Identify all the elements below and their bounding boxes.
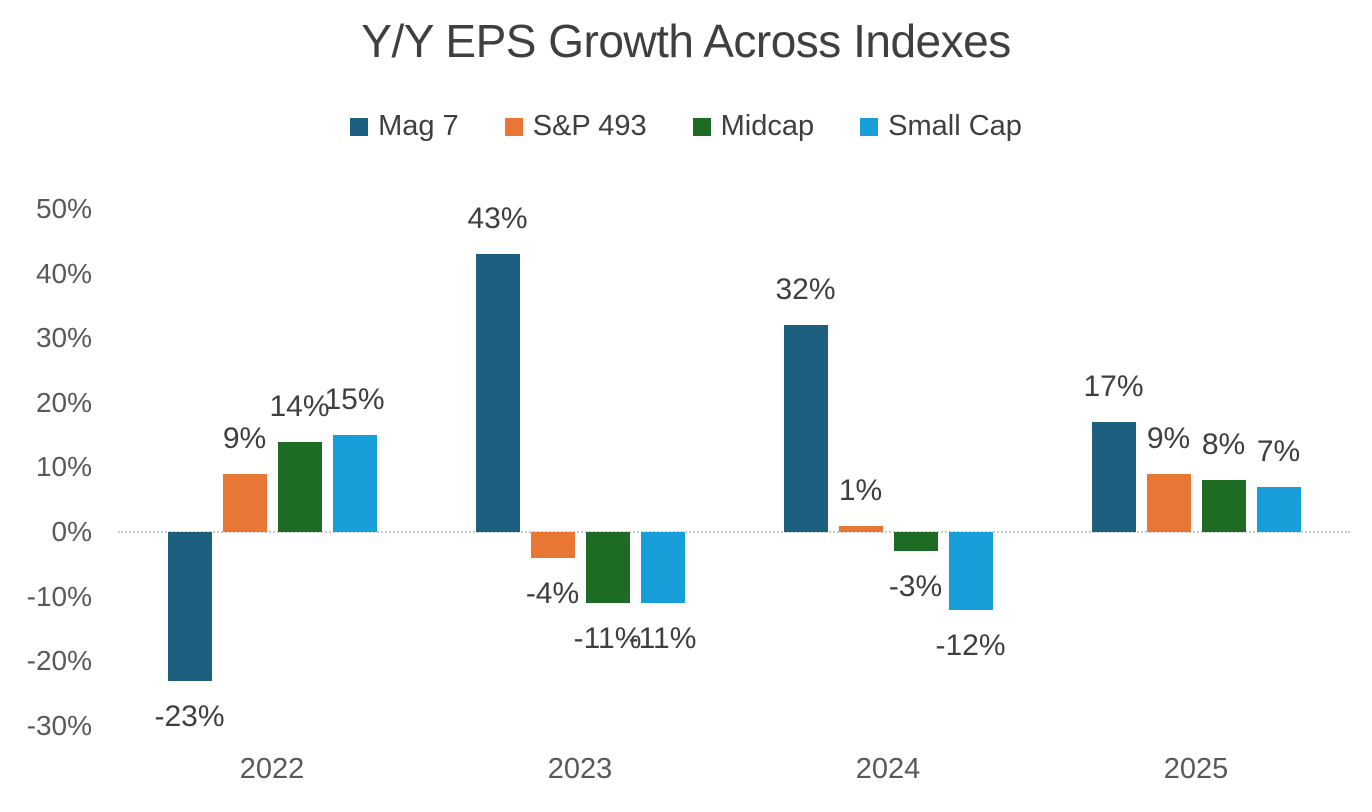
legend-swatch-s-p-493	[504, 117, 523, 136]
bar-midcap-2025	[1201, 480, 1246, 532]
bar-mag-7-2023	[475, 254, 520, 532]
x-axis-label-2023: 2023	[547, 753, 613, 785]
bar-midcap-2023	[585, 532, 630, 604]
y-axis-tick-label-10: 10%	[35, 451, 92, 483]
bar-midcap-2024	[893, 532, 938, 552]
zero-gridline	[118, 531, 1350, 533]
legend-label-mag-7: Mag 7	[378, 110, 459, 142]
bar-small-cap-2025	[1256, 486, 1301, 532]
y-axis-tick-label-30: 30%	[35, 322, 92, 354]
data-label-small-cap-2024: -12%	[935, 628, 1006, 662]
chart-title: Y/Y EPS Growth Across Indexes	[361, 15, 1011, 67]
y-axis-tick-label-30: -30%	[26, 709, 92, 741]
bar-midcap-2022	[277, 441, 322, 532]
legend-swatch-midcap	[692, 117, 711, 136]
x-axis-label-2025: 2025	[1163, 753, 1229, 785]
data-label-s-p-493-2023: -4%	[525, 576, 580, 610]
legend-item-midcap: Midcap	[692, 110, 815, 143]
bar-s-p-493-2024	[838, 525, 883, 532]
chart-legend: Mag 7 S&P 493 Midcap Small Cap	[0, 110, 1372, 143]
y-axis-tick-label-20: -20%	[26, 645, 92, 677]
data-label-mag-7-2025: 17%	[1083, 370, 1144, 404]
data-label-small-cap-2025: 7%	[1256, 434, 1301, 468]
x-axis-label-2024: 2024	[855, 753, 921, 785]
data-label-midcap-2024: -3%	[888, 570, 943, 604]
bar-small-cap-2024	[948, 532, 993, 610]
data-label-small-cap-2022: 15%	[324, 383, 385, 417]
legend-item-s-p-493: S&P 493	[504, 110, 647, 143]
y-axis-tick-label-20: 20%	[35, 386, 92, 418]
bar-small-cap-2023	[640, 532, 685, 604]
data-label-midcap-2025: 8%	[1201, 428, 1246, 462]
data-label-s-p-493-2022: 9%	[222, 421, 267, 455]
bar-s-p-493-2022	[222, 473, 267, 532]
bar-s-p-493-2025	[1146, 473, 1191, 532]
data-label-midcap-2023: -11%	[573, 622, 642, 656]
bar-mag-7-2022	[167, 532, 212, 681]
data-label-s-p-493-2025: 9%	[1146, 421, 1191, 455]
legend-label-small-cap: Small Cap	[888, 110, 1022, 142]
y-axis-tick-label-50: 50%	[35, 193, 92, 224]
data-label-mag-7-2023: 43%	[467, 202, 528, 236]
data-label-midcap-2022: 14%	[269, 389, 330, 423]
y-axis-tick-label-40: 40%	[35, 257, 92, 289]
legend-label-midcap: Midcap	[720, 110, 815, 142]
bar-small-cap-2022	[332, 435, 377, 532]
legend-item-small-cap: Small Cap	[860, 110, 1022, 143]
legend-item-mag-7: Mag 7	[350, 110, 459, 143]
data-label-mag-7-2022: -23%	[154, 699, 225, 733]
bar-s-p-493-2023	[530, 532, 575, 558]
bar-mag-7-2025	[1091, 422, 1136, 532]
legend-swatch-mag-7	[350, 117, 369, 136]
data-label-small-cap-2023: -11%	[628, 622, 697, 656]
legend-label-s-p-493: S&P 493	[532, 110, 647, 142]
x-axis-label-2022: 2022	[239, 753, 305, 785]
y-axis-tick-label-0: 0%	[51, 516, 92, 547]
data-label-mag-7-2024: 32%	[775, 273, 836, 307]
data-label-s-p-493-2024: 1%	[838, 473, 883, 507]
legend-swatch-small-cap	[860, 117, 879, 136]
bar-mag-7-2024	[783, 325, 828, 532]
y-axis-tick-label-10: -10%	[26, 580, 92, 612]
